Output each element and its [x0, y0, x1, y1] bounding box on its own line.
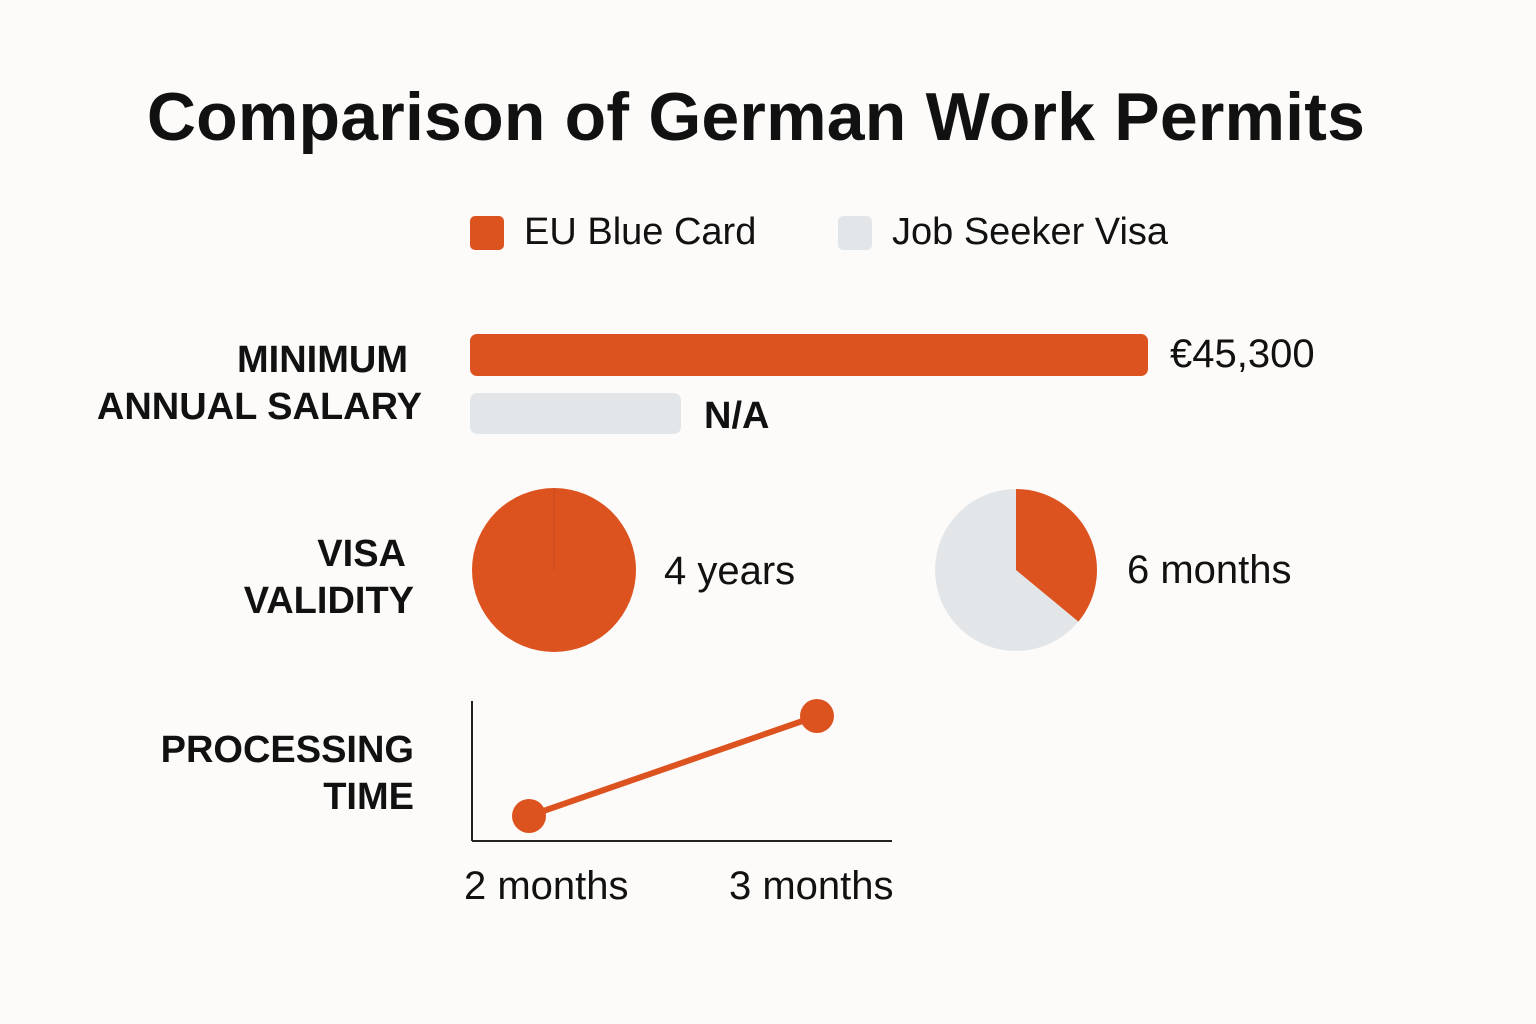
salary-value-eu-blue-card: €45,300 — [1170, 332, 1315, 376]
validity-label-line1: VISA — [317, 533, 406, 575]
salary-label-line2: ANNUAL SALARY — [96, 386, 422, 428]
processing-row-label: PROCESSING TIME — [14, 727, 414, 821]
processing-point-3-months — [800, 699, 834, 733]
processing-line-chart — [471, 699, 892, 842]
legend-item-job-seeker-visa: Job Seeker Visa — [838, 211, 1168, 254]
processing-series-line — [526, 713, 820, 819]
validity-row-label: VISA VALIDITY — [114, 531, 414, 625]
validity-pie-eu-blue-card — [472, 488, 636, 652]
validity-pie-job-seeker-visa — [935, 489, 1097, 651]
salary-value-job-seeker-visa: N/A — [704, 395, 770, 437]
chart-title: Comparison of German Work Permits — [146, 79, 1366, 155]
processing-point-2-months — [512, 799, 546, 833]
salary-label-line1: MINIMUM — [237, 339, 408, 381]
salary-bar-eu-blue-card — [470, 334, 1148, 376]
legend-label-eu-blue-card: EU Blue Card — [524, 211, 757, 253]
processing-label-line1: PROCESSING — [160, 729, 414, 771]
legend-label-job-seeker-visa: Job Seeker Visa — [892, 211, 1169, 253]
processing-tick-label-2-months: 2 months — [464, 864, 629, 908]
pie-slice-job-seeker-visa — [1016, 489, 1097, 622]
processing-label-line2: TIME — [323, 776, 414, 818]
legend-swatch-job-seeker-visa — [838, 215, 872, 250]
legend-swatch-eu-blue-card — [470, 215, 504, 250]
legend-item-eu-blue-card: EU Blue Card — [470, 211, 756, 254]
validity-label-line2: VALIDITY — [243, 580, 414, 622]
validity-value-eu-blue-card: 4 years — [664, 549, 796, 593]
salary-bar-job-seeker-visa — [470, 393, 681, 434]
salary-row-label: MINIMUM ANNUAL SALARY — [22, 337, 422, 431]
processing-tick-label-3-months: 3 months — [729, 864, 894, 908]
validity-value-job-seeker-visa: 6 months — [1127, 548, 1292, 592]
